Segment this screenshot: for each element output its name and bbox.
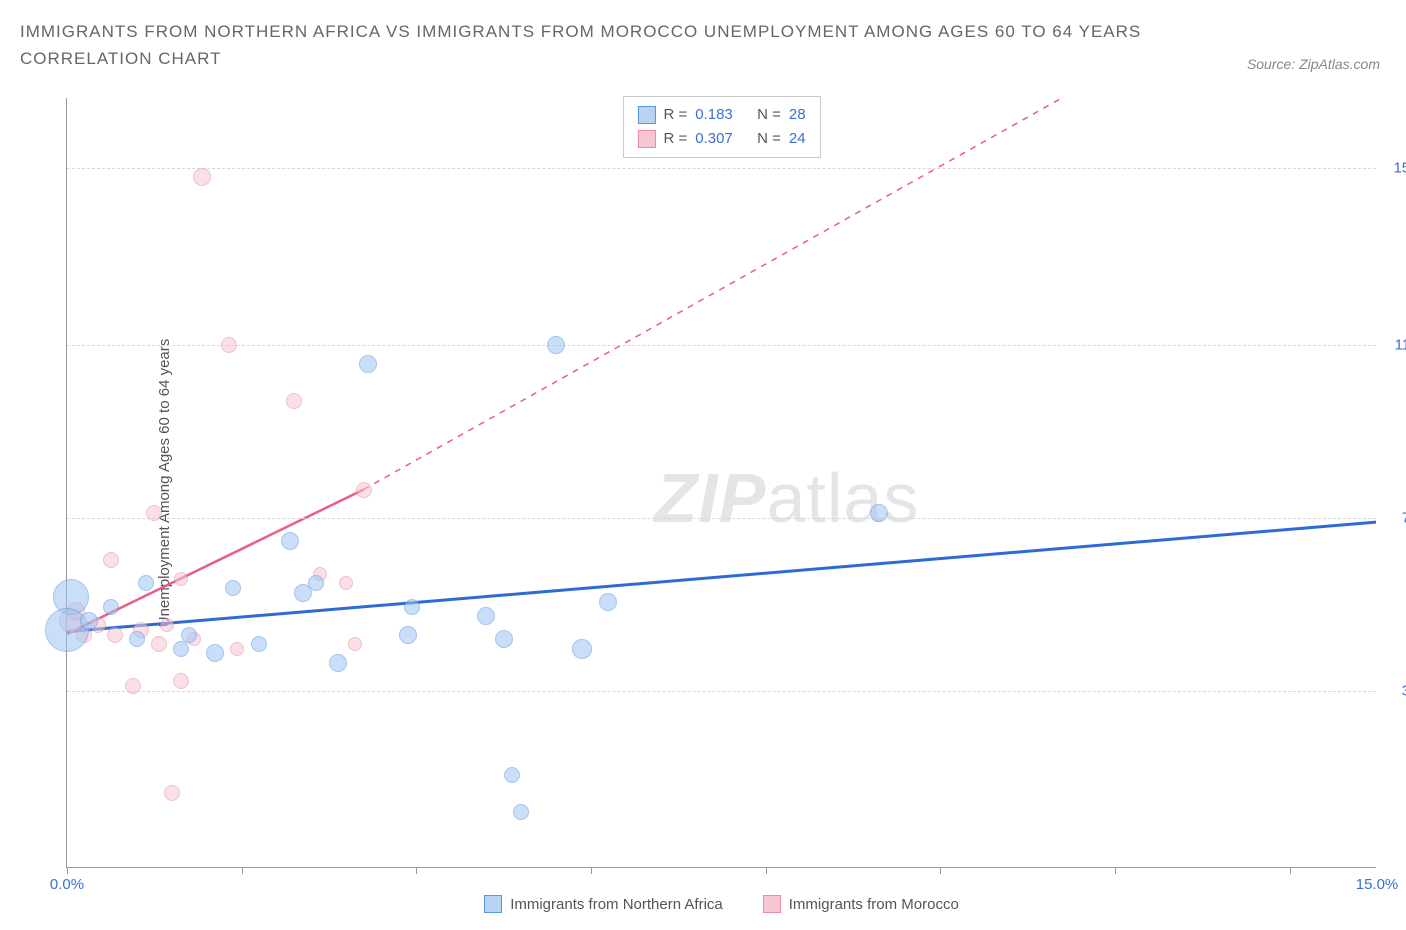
data-point-pink bbox=[173, 673, 189, 689]
source-name: ZipAtlas.com bbox=[1299, 56, 1380, 72]
data-point-pink bbox=[286, 393, 302, 409]
data-point-pink bbox=[230, 642, 244, 656]
x-tick bbox=[242, 867, 243, 874]
gridline-h bbox=[67, 168, 1376, 169]
data-point-blue bbox=[281, 532, 299, 550]
data-point-blue bbox=[572, 639, 592, 659]
x-tick-label: 15.0% bbox=[1356, 876, 1399, 893]
x-tick bbox=[67, 867, 68, 874]
stats-row-pink: R = 0.307 N = 24 bbox=[637, 127, 805, 151]
legend-label-pink: Immigrants from Morocco bbox=[789, 896, 959, 913]
gridline-h bbox=[67, 518, 1376, 519]
data-point-pink bbox=[125, 678, 141, 694]
source-attribution: Source: ZipAtlas.com bbox=[1247, 56, 1380, 72]
data-point-blue bbox=[103, 599, 119, 615]
data-point-pink bbox=[103, 552, 119, 568]
x-tick bbox=[940, 867, 941, 874]
data-point-blue bbox=[404, 599, 420, 615]
data-point-blue bbox=[513, 804, 529, 820]
watermark-atlas: atlas bbox=[766, 459, 919, 537]
x-tick bbox=[766, 867, 767, 874]
watermark-zip: ZIP bbox=[655, 459, 767, 537]
x-tick-label: 0.0% bbox=[50, 876, 84, 893]
data-point-pink bbox=[339, 576, 353, 590]
data-point-blue bbox=[129, 631, 145, 647]
data-point-blue bbox=[138, 575, 154, 591]
data-point-blue bbox=[308, 575, 324, 591]
n-label: N = bbox=[757, 103, 781, 127]
trend-lines bbox=[67, 98, 1376, 867]
data-point-blue bbox=[80, 612, 98, 630]
data-point-blue bbox=[870, 504, 888, 522]
chart-title-block: Immigrants from Northern Africa vs Immig… bbox=[0, 0, 1406, 72]
x-tick bbox=[591, 867, 592, 874]
scatter-plot: ZIPatlas R = 0.183 N = 28 R = 0.307 N = … bbox=[66, 98, 1376, 868]
x-tick bbox=[1115, 867, 1116, 874]
data-point-blue bbox=[181, 627, 197, 643]
data-point-blue bbox=[399, 626, 417, 644]
n-value-pink: 24 bbox=[789, 127, 806, 151]
data-point-blue bbox=[599, 593, 617, 611]
stats-row-blue: R = 0.183 N = 28 bbox=[637, 103, 805, 127]
data-point-blue bbox=[547, 336, 565, 354]
data-point-blue bbox=[206, 644, 224, 662]
data-point-blue bbox=[495, 630, 513, 648]
source-prefix: Source: bbox=[1247, 56, 1299, 72]
data-point-pink bbox=[151, 636, 167, 652]
data-point-blue bbox=[477, 607, 495, 625]
data-point-pink bbox=[356, 482, 372, 498]
data-point-pink bbox=[348, 637, 362, 651]
chart-title-line1: Immigrants from Northern Africa vs Immig… bbox=[20, 18, 1386, 45]
legend-item-pink: Immigrants from Morocco bbox=[763, 895, 959, 913]
watermark: ZIPatlas bbox=[655, 458, 920, 538]
data-point-blue bbox=[329, 654, 347, 672]
data-point-blue bbox=[359, 355, 377, 373]
data-point-blue bbox=[251, 636, 267, 652]
r-value-blue: 0.183 bbox=[695, 103, 733, 127]
x-tick bbox=[416, 867, 417, 874]
x-tick bbox=[1290, 867, 1291, 874]
n-label: N = bbox=[757, 127, 781, 151]
legend-swatch-blue-icon bbox=[484, 895, 502, 913]
chart-container: Unemployment Among Ages 60 to 64 years Z… bbox=[56, 98, 1386, 868]
y-tick-label: 11.2% bbox=[1382, 337, 1406, 354]
y-tick-label: 15.0% bbox=[1382, 160, 1406, 177]
data-point-pink bbox=[107, 627, 123, 643]
legend-swatch-pink-icon bbox=[763, 895, 781, 913]
r-label: R = bbox=[663, 103, 687, 127]
data-point-pink bbox=[164, 785, 180, 801]
gridline-h bbox=[67, 691, 1376, 692]
data-point-blue bbox=[504, 767, 520, 783]
swatch-blue-icon bbox=[637, 106, 655, 124]
data-point-pink bbox=[160, 618, 174, 632]
data-point-pink bbox=[221, 337, 237, 353]
legend-item-blue: Immigrants from Northern Africa bbox=[484, 895, 723, 913]
y-tick-label: 7.5% bbox=[1382, 510, 1406, 527]
legend-label-blue: Immigrants from Northern Africa bbox=[510, 896, 723, 913]
swatch-pink-icon bbox=[637, 130, 655, 148]
data-point-pink bbox=[174, 572, 188, 586]
y-tick-label: 3.8% bbox=[1382, 682, 1406, 699]
chart-title-line2: Correlation Chart bbox=[20, 45, 1386, 72]
bottom-legend: Immigrants from Northern Africa Immigran… bbox=[67, 895, 1376, 913]
n-value-blue: 28 bbox=[789, 103, 806, 127]
gridline-h bbox=[67, 345, 1376, 346]
data-point-pink bbox=[193, 168, 211, 186]
data-point-blue bbox=[173, 641, 189, 657]
r-value-pink: 0.307 bbox=[695, 127, 733, 151]
stats-box: R = 0.183 N = 28 R = 0.307 N = 24 bbox=[622, 96, 820, 158]
data-point-blue bbox=[225, 580, 241, 596]
r-label: R = bbox=[663, 127, 687, 151]
